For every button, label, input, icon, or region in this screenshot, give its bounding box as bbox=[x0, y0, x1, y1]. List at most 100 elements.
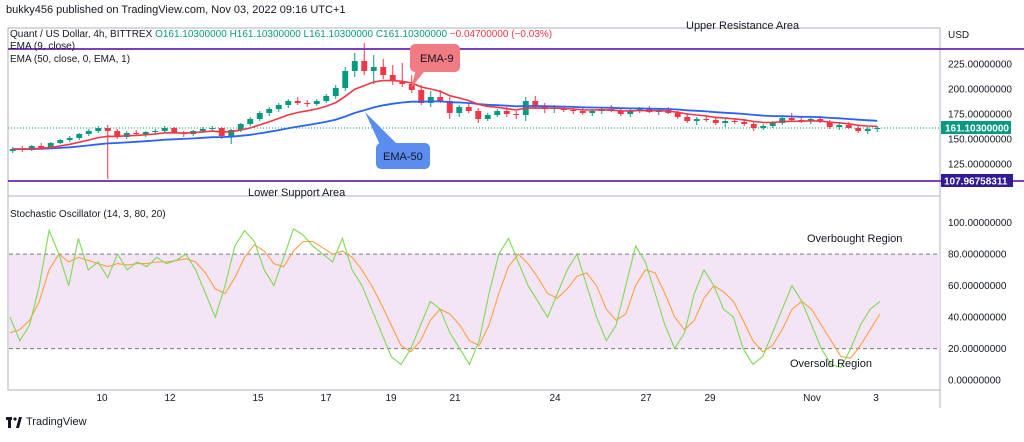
candle-body bbox=[779, 118, 786, 123]
candle-body bbox=[836, 125, 843, 127]
time-tick-label: 27 bbox=[640, 393, 652, 404]
time-tick-label: 19 bbox=[385, 393, 397, 404]
stoch-tick-label: 80.00000000 bbox=[948, 250, 1007, 261]
candle-body bbox=[513, 114, 520, 115]
time-tick-label: 21 bbox=[449, 393, 461, 404]
candle-body bbox=[456, 107, 463, 113]
time-tick-label: 12 bbox=[164, 393, 176, 404]
candle-body bbox=[104, 128, 111, 131]
candle-body bbox=[38, 146, 45, 148]
candle-body bbox=[760, 126, 767, 128]
time-axis: 10 12 15 17 19 21 24 27 29 Nov 3 bbox=[96, 393, 879, 404]
candle-body bbox=[864, 129, 871, 131]
candle-body bbox=[76, 134, 83, 138]
ema50-callout-label: EMA-50 bbox=[383, 151, 423, 163]
candle-body bbox=[133, 133, 140, 134]
candle-body bbox=[95, 128, 102, 131]
symbol-name: Quant / US Dollar, 4h, BITTREX bbox=[10, 29, 153, 40]
time-tick-label: 10 bbox=[96, 393, 108, 404]
candle-body bbox=[475, 111, 482, 119]
candle-body bbox=[161, 128, 168, 131]
candle-body bbox=[503, 111, 510, 114]
published-line: bukky456 published on TradingView.com, N… bbox=[6, 4, 346, 16]
candle-body bbox=[57, 140, 64, 143]
candle-body bbox=[446, 101, 453, 113]
candle-body bbox=[807, 119, 814, 121]
candle-body bbox=[228, 130, 235, 136]
candle-body bbox=[323, 96, 330, 101]
stoch-k-line bbox=[9, 228, 881, 369]
candle-body bbox=[855, 128, 862, 131]
ohlc-values: O161.10300000 H161.10300000 L161.1030000… bbox=[155, 29, 553, 40]
candle-body bbox=[769, 123, 776, 126]
candle-body bbox=[285, 101, 292, 105]
tradingview-logo[interactable]: TradingView bbox=[6, 416, 87, 428]
candle-body bbox=[237, 124, 244, 130]
price-axis: 225.00000000 200.00000000 175.00000000 150.… bbox=[948, 60, 1012, 171]
time-tick-label: 24 bbox=[549, 393, 561, 404]
candle-body bbox=[750, 124, 757, 128]
ema9-callout-label: EMA-9 bbox=[420, 53, 454, 65]
candle-body bbox=[418, 90, 425, 103]
candle-body bbox=[361, 61, 368, 71]
candle-body bbox=[532, 101, 539, 107]
last-price-value: 161.10300000 bbox=[945, 124, 1009, 135]
candle-body bbox=[313, 101, 320, 104]
price-tick-label: 225.00000000 bbox=[948, 60, 1012, 71]
candle-body bbox=[579, 111, 586, 113]
candle-body bbox=[427, 97, 434, 103]
candle-body bbox=[845, 125, 852, 128]
candle-body bbox=[703, 119, 710, 120]
candle-body bbox=[142, 132, 149, 134]
stoch-d-line bbox=[9, 240, 881, 359]
ema9-line bbox=[12, 79, 878, 151]
candle-body bbox=[484, 115, 491, 119]
candle-body bbox=[741, 122, 748, 124]
overbought-label: Overbought Region bbox=[807, 233, 902, 245]
candle-body bbox=[731, 121, 738, 122]
candle-body bbox=[826, 122, 833, 127]
candle-body bbox=[712, 120, 719, 123]
candle-body bbox=[304, 103, 311, 104]
price-tick-label: 150.00000000 bbox=[948, 135, 1012, 146]
candle-body bbox=[266, 109, 273, 113]
stoch-tick-label: 100.00000000 bbox=[948, 218, 1012, 229]
candle-body bbox=[332, 88, 339, 96]
candle-body bbox=[114, 131, 121, 137]
lower-support-label: Lower Support Area bbox=[248, 187, 346, 199]
candle-body bbox=[627, 111, 634, 114]
candle-body bbox=[66, 138, 73, 140]
stoch-tick-label: 0.00000000 bbox=[948, 376, 1001, 387]
candle-body bbox=[380, 67, 387, 75]
time-tick-label: 29 bbox=[704, 393, 716, 404]
ema50-line bbox=[12, 100, 878, 151]
stoch-tick-label: 60.00000000 bbox=[948, 281, 1007, 292]
price-tick-label: 125.00000000 bbox=[948, 160, 1012, 171]
candle-body bbox=[617, 111, 624, 114]
ema50-callout: EMA-50 bbox=[365, 112, 430, 169]
candle-body bbox=[47, 143, 54, 148]
candle-body bbox=[399, 81, 406, 84]
ema50-legend: EMA (50, close, 0, EMA, 1) bbox=[10, 54, 131, 65]
candle-body bbox=[674, 113, 681, 117]
support-price-badge: 107.96758311 bbox=[941, 174, 1013, 188]
time-tick-label: 3 bbox=[873, 393, 879, 404]
candle-body bbox=[465, 107, 472, 111]
candle-body bbox=[294, 101, 301, 103]
ema9-callout: EMA-9 bbox=[410, 44, 460, 88]
stoch-axis: 100.00000000 80.00000000 60.00000000 40.000… bbox=[948, 218, 1012, 387]
candle-body bbox=[684, 117, 691, 121]
candle-body bbox=[389, 75, 396, 81]
last-price-badge: 161.10300000 bbox=[941, 121, 1011, 135]
candle-body bbox=[437, 97, 444, 101]
candle-body bbox=[247, 119, 254, 124]
candle-body bbox=[152, 131, 159, 132]
time-tick-label: 15 bbox=[252, 393, 264, 404]
price-change: −0.04700000 (−0.03%) bbox=[449, 29, 553, 40]
candle-body bbox=[788, 118, 795, 120]
candle-body bbox=[275, 105, 282, 109]
candle-body bbox=[494, 111, 501, 115]
candle-body bbox=[722, 121, 729, 123]
